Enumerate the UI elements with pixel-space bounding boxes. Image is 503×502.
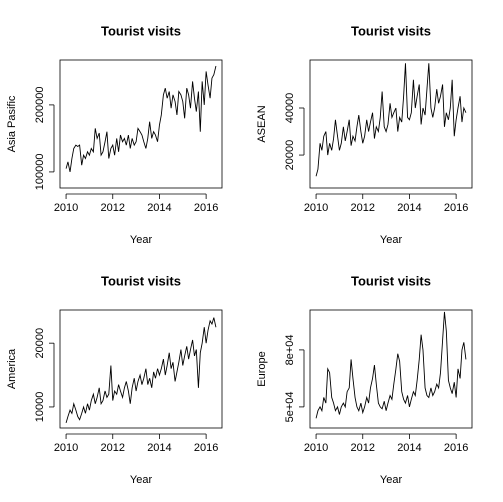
chart-title: Tourist visits [351, 23, 431, 38]
data-line [315, 63, 467, 177]
panel: Tourist visits 2010 2012 2014 2016 Year 20000 4… [256, 23, 473, 246]
data-line [315, 311, 467, 419]
y-tick-label: 100000 [34, 154, 46, 191]
data-line [65, 317, 217, 424]
y-axis-label: ASEAN [256, 105, 268, 142]
x-tick-label: 2010 [304, 442, 328, 454]
plot-frame [59, 309, 223, 429]
x-tick-label: 2014 [147, 202, 171, 214]
y-axis-label: America [6, 348, 18, 389]
x-tick-label: 2016 [444, 442, 468, 454]
x-axis-label: Year [130, 234, 153, 246]
x-tick-label: 2012 [351, 442, 375, 454]
y-tick-label: 40000 [284, 93, 296, 124]
x-tick-label: 2014 [397, 442, 421, 454]
x-tick-label: 2010 [54, 202, 78, 214]
plot-frame [59, 59, 223, 189]
y-tick-label: 5e+04 [284, 391, 296, 422]
x-tick-label: 2012 [101, 202, 125, 214]
x-tick-label: 2016 [444, 202, 468, 214]
plot-frame [309, 59, 473, 189]
x-axis-label: Year [130, 474, 153, 486]
panel: Tourist visits 2010 2012 2014 2016 Year 100000… [6, 23, 223, 246]
y-axis-label: Europe [256, 351, 268, 386]
plot-frame [309, 309, 473, 429]
y-tick-label: 200000 [34, 87, 46, 124]
x-tick-label: 2014 [397, 202, 421, 214]
y-tick-label: 8e+04 [284, 334, 296, 365]
x-tick-label: 2014 [147, 442, 171, 454]
x-tick-label: 2016 [194, 442, 218, 454]
x-tick-label: 2016 [194, 202, 218, 214]
panel: Tourist visits 2010 2012 2014 2016 Year 5e+04 8… [256, 273, 473, 486]
x-tick-label: 2012 [351, 202, 375, 214]
chart-title: Tourist visits [101, 273, 181, 288]
chart-title: Tourist visits [351, 273, 431, 288]
data-line [65, 65, 217, 173]
y-axis-label: Asia Pasific [6, 95, 18, 152]
y-tick-label: 20000 [284, 140, 296, 171]
panel: Tourist visits 2010 2012 2014 2016 Year 10000 2… [6, 273, 223, 486]
x-tick-label: 2010 [304, 202, 328, 214]
y-tick-label: 10000 [34, 392, 46, 423]
x-axis-label: Year [380, 234, 403, 246]
x-tick-label: 2010 [54, 442, 78, 454]
y-tick-label: 20000 [34, 328, 46, 359]
x-tick-label: 2012 [101, 442, 125, 454]
x-axis-label: Year [380, 474, 403, 486]
chart-title: Tourist visits [101, 23, 181, 38]
